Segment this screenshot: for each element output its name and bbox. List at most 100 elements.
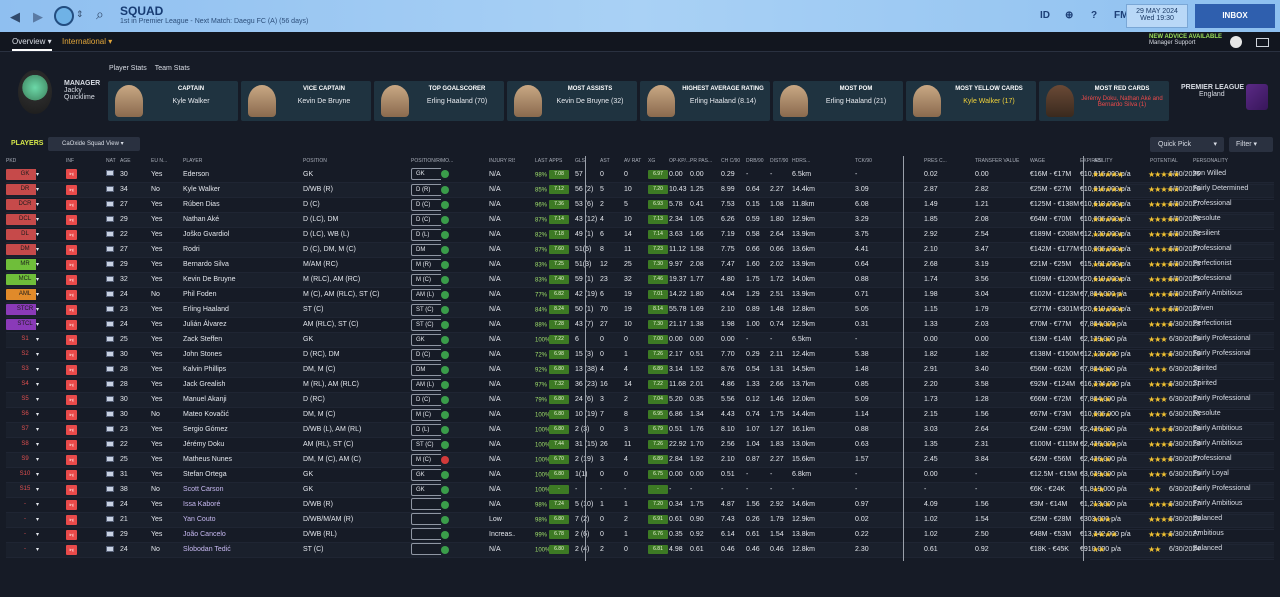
role-select[interactable]: ▾ [411,497,441,510]
pkd-dropdown-icon[interactable]: ▾ [36,347,66,363]
id-icon[interactable]: ID [1040,10,1050,21]
fm-icon[interactable]: FM [1114,10,1129,21]
pkd-badge[interactable]: DCR [6,199,36,210]
role-select[interactable]: D (C)▾ [411,393,441,406]
table-row[interactable]: S9 ▾ inj 25 Yes Matheus Nunes DM, M (C),… [6,452,1274,468]
forward-arrow-icon[interactable]: ▶ [33,9,43,24]
pkd-cell[interactable]: S6 [6,407,36,423]
view-select[interactable]: CaOxide Squad View ▾ [48,137,140,151]
pkd-cell[interactable]: MR [6,257,36,273]
player-name-cell[interactable]: Jack Grealish [183,377,303,393]
pkd-badge[interactable]: S3 [21,366,29,372]
pkd-cell[interactable]: DCL [6,212,36,228]
role-select[interactable]: M (C)▾ [411,453,441,466]
pkd-dropdown-icon[interactable]: ▾ [36,287,66,303]
player-name-cell[interactable]: Kyle Walker [183,182,303,198]
pkd-badge[interactable]: DM [6,244,36,255]
tab-international[interactable]: International ▾ [62,37,113,46]
pkd-badge[interactable]: STCL [6,319,36,330]
pkd-dropdown-icon[interactable]: ▾ [36,512,66,528]
pkd-badge[interactable]: GK [6,168,36,180]
table-row[interactable]: STCL ▾ inj 24 Yes Julián Álvarez AM (RLC… [6,317,1274,333]
pkd-cell[interactable]: S8 [6,437,36,453]
pkd-badge[interactable]: MCL [6,274,36,285]
card-highest-rating[interactable]: HIGHEST AVERAGE RATING Erling Haaland (8.… [640,81,770,121]
table-row[interactable]: S5 ▾ inj 30 Yes Manuel Akanji D (RC) D (… [6,392,1274,408]
advice-notice[interactable]: NEW ADVICE AVAILABLE Manager Support [1149,34,1222,46]
pkd-badge[interactable]: S7 [21,426,29,432]
inbox-button[interactable]: INBOX [1195,4,1275,28]
player-name-cell[interactable]: Yan Couto [183,512,303,528]
table-row[interactable]: GK ▾ inj 30 Yes Ederson GK GK▾ N/A 98% 9… [6,167,1274,183]
pkd-cell[interactable]: DR [6,182,36,198]
col-injury[interactable]: INJURY RISK [489,158,515,164]
card-vice-captain[interactable]: VICE CAPTAIN Kevin De Bruyne [241,81,371,121]
col-mo[interactable]: MO... [441,158,454,164]
col-player[interactable]: PLAYER [183,158,203,164]
pkd-badge[interactable]: MR [6,259,36,270]
player-name-cell[interactable]: John Stones [183,347,303,363]
pkd-cell[interactable]: S9 [6,452,36,468]
player-name-cell[interactable]: Issa Kaboré [183,497,303,513]
pkd-badge[interactable]: S10 [19,471,31,477]
pkd-badge[interactable]: DR [6,184,36,195]
role-select[interactable]: GK▾ [411,483,441,496]
col-personality[interactable]: PERSONALITY [1193,158,1229,164]
role-select[interactable]: GK▾ [411,468,441,481]
col-pkd[interactable]: PKD [6,158,17,164]
col-dist[interactable]: DIST/90 [770,158,789,164]
table-row[interactable]: DL ▾ inj 22 Yes Joško Gvardiol D (LC), W… [6,227,1274,243]
table-row[interactable]: S4 ▾ inj 28 Yes Jack Grealish M (RL), AM… [6,377,1274,393]
pkd-cell[interactable]: AML [6,287,36,303]
table-row[interactable]: - ▾ inj 24 Yes Issa Kaboré D/WB (R) ▾ N/… [6,497,1274,513]
col-nat[interactable]: NAT [106,158,116,164]
pkd-dropdown-icon[interactable]: ▾ [36,467,66,483]
table-row[interactable]: DCR ▾ inj 27 Yes Rúben Dias D (C) D (C)▾… [6,197,1274,213]
pkd-cell[interactable]: S1 [6,332,36,348]
player-name-cell[interactable]: Kalvin Phillips [183,362,303,378]
tab-player-stats[interactable]: Player Stats [109,65,147,72]
screen-icon[interactable] [1256,38,1269,47]
pkd-badge[interactable]: S4 [21,381,29,387]
pkd-dropdown-icon[interactable]: ▾ [36,332,66,348]
pkd-dropdown-icon[interactable]: ▾ [36,182,66,198]
card-most-assists[interactable]: MOST ASSISTS Kevin De Bruyne (32) [507,81,637,121]
player-name-cell[interactable]: Erling Haaland [183,302,303,318]
pkd-dropdown-icon[interactable]: ▾ [36,497,66,513]
pkd-dropdown-icon[interactable]: ▾ [36,302,66,318]
search-icon[interactable]: ⌕ [96,6,104,22]
table-row[interactable]: DM ▾ inj 27 Yes Rodri D (C), DM, M (C) D… [6,242,1274,258]
table-row[interactable]: MR ▾ inj 29 Yes Bernardo Silva M/AM (RC)… [6,257,1274,273]
pkd-dropdown-icon[interactable]: ▾ [36,167,66,183]
col-prpas[interactable]: PR PAS... [690,158,713,164]
role-select[interactable]: D (C)▾ [411,348,441,361]
pkd-dropdown-icon[interactable]: ▾ [36,452,66,468]
role-select[interactable]: ST (C)▾ [411,303,441,316]
date-display[interactable]: 29 MAY 2024 Wed 19:30 [1126,4,1188,28]
role-select[interactable]: ▾ [411,527,441,540]
pkd-dropdown-icon[interactable]: ▾ [36,197,66,213]
pkd-badge[interactable]: DL [6,229,36,240]
pkd-dropdown-icon[interactable]: ▾ [36,377,66,393]
col-ast[interactable]: AST [600,158,610,164]
col-role[interactable]: POSITION/ROLE/DUTY [411,158,441,164]
pkd-dropdown-icon[interactable]: ▾ [36,242,66,258]
pkd-cell[interactable]: S7 [6,422,36,438]
col-age[interactable]: AGE [120,158,131,164]
pkd-cell[interactable]: - [6,527,36,543]
pkd-cell[interactable]: - [6,542,36,558]
player-name-cell[interactable]: Manuel Akanji [183,392,303,408]
pkd-badge[interactable]: S5 [21,396,29,402]
role-select[interactable]: D (C)▾ [411,198,441,211]
role-select[interactable]: ST (C)▾ [411,438,441,451]
col-avrat[interactable]: AV RAT [624,158,642,164]
player-name-cell[interactable]: Jérémy Doku [183,437,303,453]
role-select[interactable]: ▾ [411,542,441,555]
player-name-cell[interactable]: Julián Álvarez [183,317,303,333]
help-icon[interactable]: ? [1091,10,1098,21]
card-captain[interactable]: CAPTAIN Kyle Walker [108,81,238,121]
avatar[interactable] [1230,36,1242,48]
pkd-badge[interactable]: - [24,531,26,537]
role-select[interactable]: DM▾ [411,363,441,376]
pkd-dropdown-icon[interactable]: ▾ [36,362,66,378]
